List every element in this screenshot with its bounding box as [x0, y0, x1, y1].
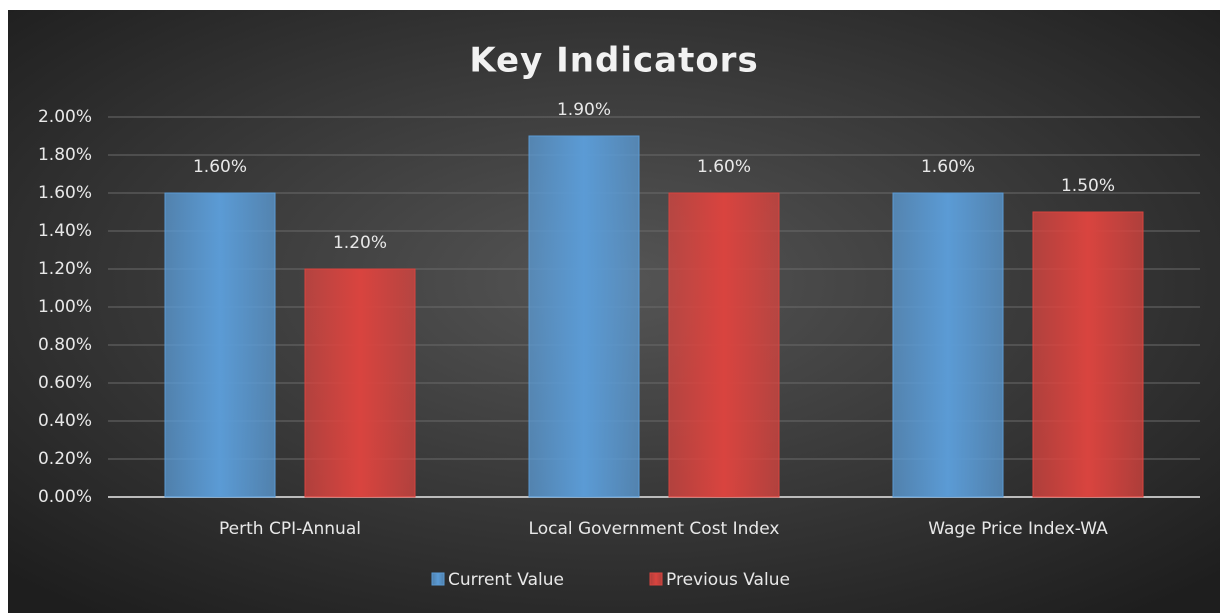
bar	[164, 192, 276, 498]
y-tick-label: 1.80%	[38, 145, 92, 165]
x-tick-label: Perth CPI-Annual	[219, 519, 361, 539]
y-tick-label: 0.20%	[38, 449, 92, 469]
bar	[892, 192, 1004, 498]
y-tick-label: 0.80%	[38, 335, 92, 355]
data-label: 1.60%	[697, 157, 751, 177]
data-label: 1.60%	[193, 157, 247, 177]
bar	[1032, 211, 1144, 498]
y-tick-label: 1.00%	[38, 297, 92, 317]
data-label: 1.60%	[921, 157, 975, 177]
legend-label: Previous Value	[666, 570, 790, 590]
legend-swatch	[649, 572, 663, 586]
bar	[528, 135, 640, 498]
y-tick-label: 0.00%	[38, 487, 92, 507]
y-tick-label: 1.20%	[38, 259, 92, 279]
chart-title: Key Indicators	[469, 41, 758, 81]
bar	[668, 192, 780, 498]
data-label: 1.90%	[557, 100, 611, 120]
data-label: 1.20%	[333, 233, 387, 253]
data-label: 1.50%	[1061, 176, 1115, 196]
y-tick-label: 2.00%	[38, 107, 92, 127]
y-tick-label: 0.40%	[38, 411, 92, 431]
legend-label: Current Value	[448, 570, 564, 590]
legend-swatch	[431, 572, 445, 586]
bar	[304, 268, 416, 498]
x-tick-label: Wage Price Index-WA	[928, 519, 1108, 539]
x-tick-label: Local Government Cost Index	[529, 519, 780, 539]
y-tick-label: 1.40%	[38, 221, 92, 241]
y-tick-label: 0.60%	[38, 373, 92, 393]
y-tick-label: 1.60%	[38, 183, 92, 203]
